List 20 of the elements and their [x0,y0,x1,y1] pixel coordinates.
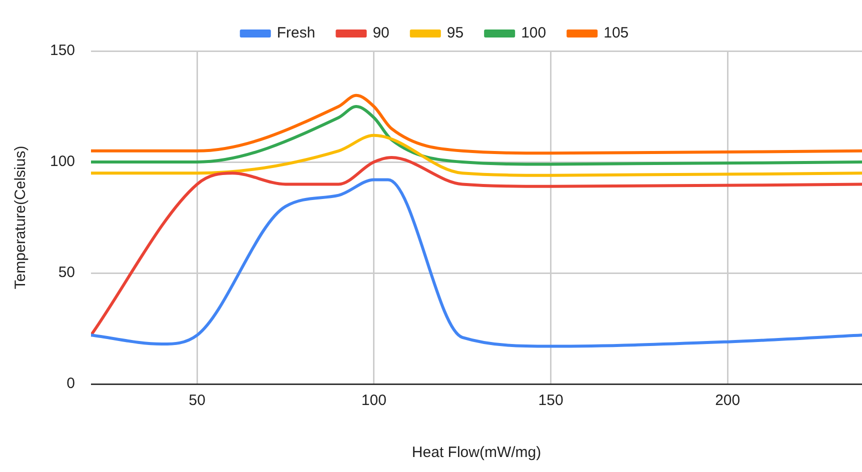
y-tick-label: 100 [50,153,76,170]
y-tick-label: 50 [58,264,76,282]
y-axis-title: Temperature(Celsius) [12,146,30,290]
x-axis-title: Heat Flow(mW/mg) [412,444,542,462]
legend-label: Fresh [276,24,316,42]
y-tick-label: 0 [66,375,76,392]
line-series [91,94,862,155]
x-tick-label: 150 [538,392,564,410]
line-series [91,134,862,177]
x-tick-label: 100 [361,392,386,410]
line-series [91,178,862,348]
x-tick-label: 50 [188,392,206,410]
line-series [91,105,862,166]
legend-label: 100 [521,24,546,42]
x-tick-label: 200 [715,392,740,410]
legend-label: 105 [604,24,629,42]
legend-label: 95 [446,24,464,42]
y-tick-label: 150 [50,42,76,60]
legend-label: 90 [372,24,390,42]
line-series [91,156,862,337]
